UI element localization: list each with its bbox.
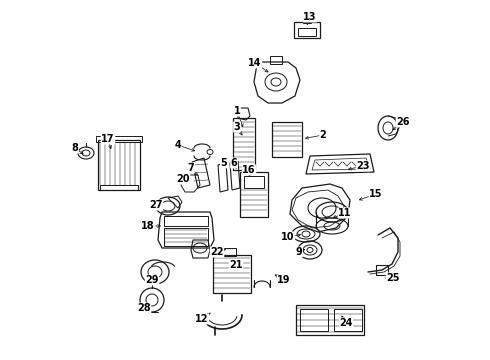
Bar [376,265,388,275]
Text: 26: 26 [396,117,410,127]
Text: 9: 9 [295,247,302,257]
Text: 16: 16 [242,165,256,175]
Text: 28: 28 [137,303,151,313]
Text: 1: 1 [234,106,241,116]
Text: 24: 24 [339,318,353,328]
Text: 14: 14 [248,58,262,68]
Text: 12: 12 [195,314,209,324]
Bar [294,22,320,38]
Bar [213,255,251,293]
Text: 15: 15 [369,189,383,199]
Text: 19: 19 [277,275,291,285]
Text: 3: 3 [234,122,241,132]
Text: 23: 23 [356,161,370,171]
Bar [216,248,236,256]
Bar [240,172,268,217]
Text: 29: 29 [145,275,159,285]
Bar [296,305,364,335]
Text: 10: 10 [281,232,295,242]
Text: 13: 13 [303,12,317,22]
Text: 11: 11 [338,208,352,218]
Text: 4: 4 [174,140,181,150]
Text: 27: 27 [149,200,163,210]
Bar [233,118,255,170]
Bar [244,176,264,188]
Text: 5: 5 [220,158,227,168]
Text: 21: 21 [229,260,243,270]
Bar [272,122,302,157]
Text: 18: 18 [141,221,155,231]
Text: 17: 17 [101,134,115,144]
Text: 7: 7 [188,163,195,173]
Bar [100,185,138,190]
Bar [164,216,208,226]
Bar [164,228,208,246]
Text: 2: 2 [319,130,326,140]
Bar [270,56,282,64]
Bar [303,18,311,23]
Text: 22: 22 [210,247,224,257]
Text: 8: 8 [72,143,78,153]
Bar [298,28,316,36]
Bar [300,309,328,331]
Bar [98,140,140,190]
Bar [96,136,142,142]
Text: 6: 6 [231,158,237,168]
Text: 20: 20 [176,174,190,184]
Bar [334,309,362,331]
Text: 25: 25 [386,273,400,283]
